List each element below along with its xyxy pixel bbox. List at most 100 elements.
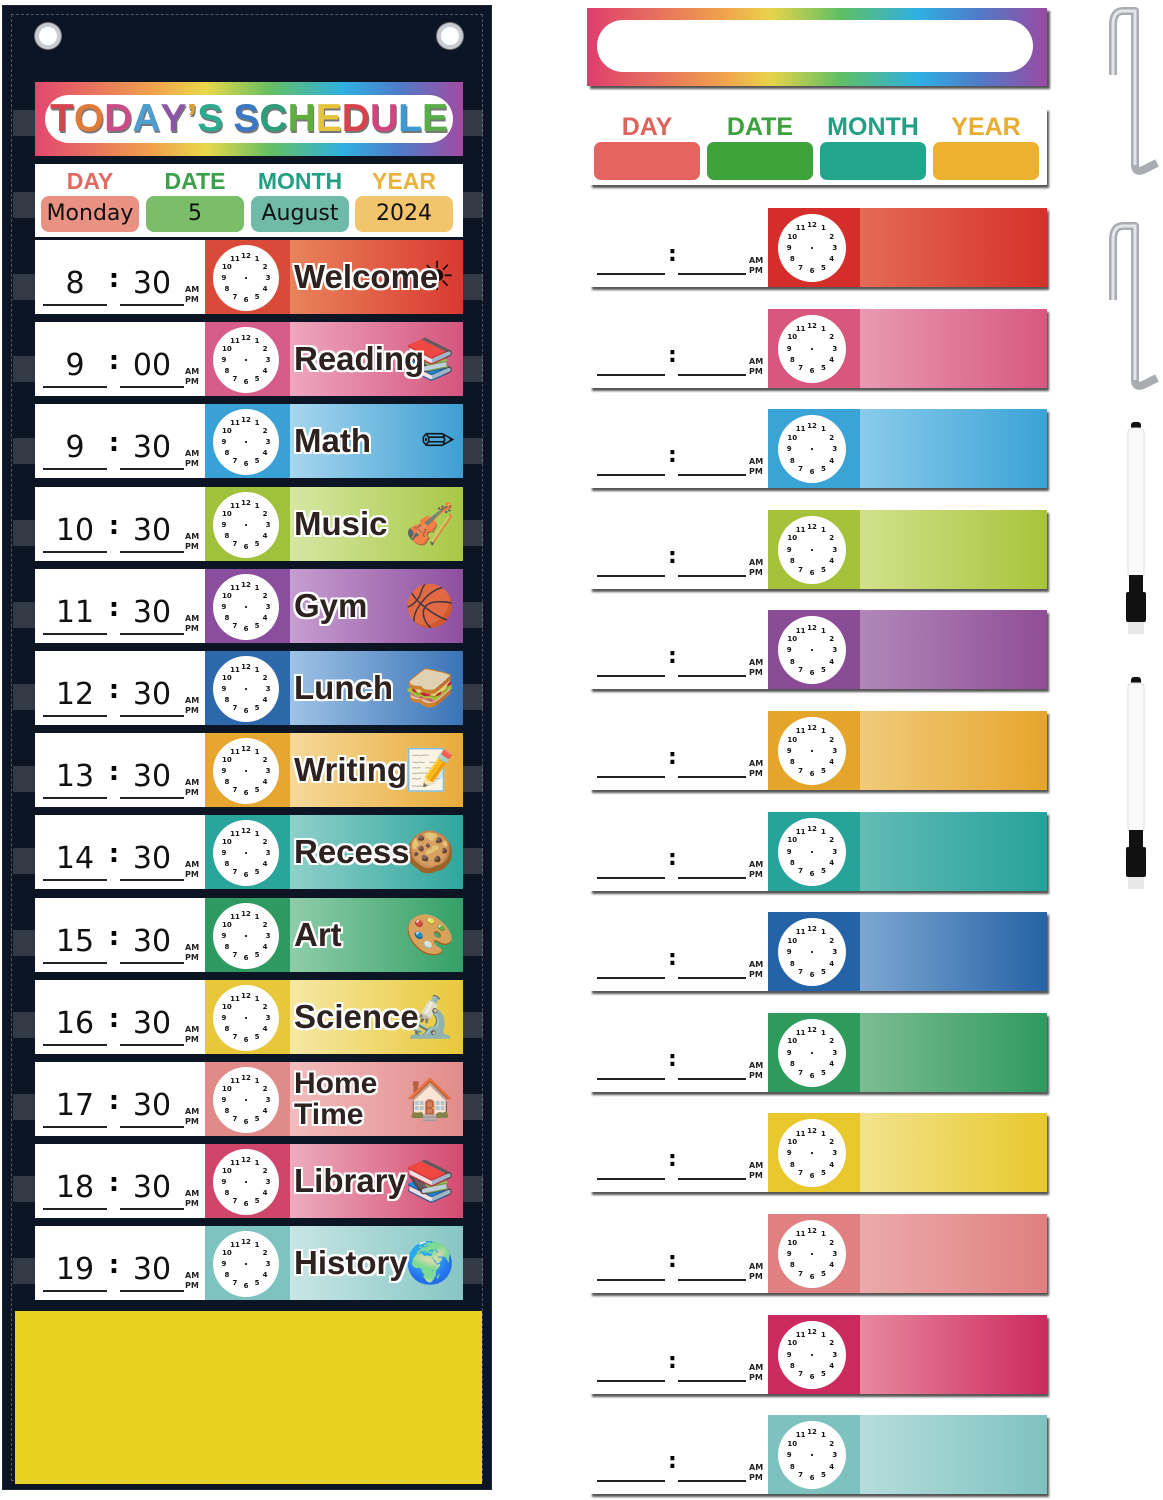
hour-blank-line[interactable] [597,1178,665,1181]
blank-date-box[interactable] [820,142,926,180]
hour-field[interactable]: 15 [43,920,107,964]
minute-blank-line[interactable] [678,876,746,879]
schedule-row[interactable]: 14:30 AM PM 12 1 2 3 4 5 6 7 8 9 10 11 🍪 Recess [35,815,463,890]
minute-blank-line[interactable] [678,474,746,477]
hour-blank-line[interactable] [597,876,665,879]
blank-activity-field[interactable] [860,811,1047,891]
date-value[interactable]: 5 [146,196,244,232]
blank-activity-field[interactable] [860,1214,1047,1293]
blank-date-box[interactable] [933,142,1039,180]
blank-activity-field[interactable] [860,1113,1047,1193]
blank-schedule-strip[interactable]: : AM PM 12 1 2 3 4 5 6 7 8 9 10 11 [590,912,1047,992]
minute-blank-line[interactable] [678,273,746,275]
minute-field[interactable]: 30 [120,1166,184,1211]
hour-field[interactable]: 9 [43,344,107,389]
minute-blank-line[interactable] [678,977,746,980]
blank-schedule-strip[interactable]: : AM PM 12 1 2 3 4 5 6 7 8 9 10 11 [590,1415,1047,1495]
minute-field[interactable]: 30 [120,1248,184,1293]
hour-field[interactable]: 10 [43,509,107,553]
minute-field[interactable]: 30 [120,262,184,306]
blank-activity-field[interactable] [860,610,1047,690]
hour-field[interactable]: 18 [43,1166,107,1211]
date-value[interactable]: Monday [41,196,139,232]
hour-blank-line[interactable] [597,373,665,376]
blank-schedule-strip[interactable]: : AM PM 12 1 2 3 4 5 6 7 8 9 10 11 [590,811,1047,891]
schedule-row[interactable]: 16:30 AM PM 12 1 2 3 4 5 6 7 8 9 10 11 🔬 Science [35,979,463,1054]
minute-blank-line[interactable] [678,1279,746,1281]
schedule-row[interactable]: 18:30 AM PM 12 1 2 3 4 5 6 7 8 9 10 11 📚 Library [35,1144,463,1219]
hour-blank-line[interactable] [597,1379,665,1382]
schedule-row[interactable]: 10:30 AM PM 12 1 2 3 4 5 6 7 8 9 10 11 🎻 Music [35,486,463,561]
blank-schedule-strip[interactable]: : AM PM 12 1 2 3 4 5 6 7 8 9 10 11 [590,1214,1047,1293]
blank-activity-field[interactable] [860,711,1047,790]
minute-field[interactable]: 00 [120,344,184,389]
blank-schedule-strip[interactable]: : AM PM 12 1 2 3 4 5 6 7 8 9 10 11 [590,1314,1047,1394]
date-value[interactable]: 2024 [355,196,453,232]
schedule-row[interactable]: 9:30 AM PM 12 1 2 3 4 5 6 7 8 9 10 11 ✏ Math [35,404,463,479]
hour-blank-line[interactable] [597,776,665,778]
minute-blank-line[interactable] [678,1480,746,1483]
hour-field[interactable]: 19 [43,1248,107,1293]
minute-field[interactable]: 30 [120,591,184,635]
minute-field[interactable]: 30 [120,837,184,882]
minute-blank-line[interactable] [678,1379,746,1382]
blank-activity-field[interactable] [860,509,1047,589]
minute-blank-line[interactable] [678,373,746,376]
minute-field[interactable]: 30 [120,1002,184,1046]
blank-title-field[interactable] [597,20,1033,72]
blank-schedule-strip[interactable]: : AM PM 12 1 2 3 4 5 6 7 8 9 10 11 [590,1012,1047,1092]
minute-field[interactable]: 30 [120,920,184,964]
date-value[interactable]: August [251,196,349,232]
minute-blank-line[interactable] [678,1178,746,1181]
blank-activity-field[interactable] [860,409,1047,489]
blank-activity-field[interactable] [860,912,1047,992]
hour-field[interactable]: 8 [43,262,107,306]
minute-field[interactable]: 30 [120,755,184,800]
blank-schedule-strip[interactable]: : AM PM 12 1 2 3 4 5 6 7 8 9 10 11 [590,1113,1047,1193]
minute-blank-line[interactable] [678,1077,746,1080]
schedule-row[interactable]: 11:30 AM PM 12 1 2 3 4 5 6 7 8 9 10 11 🏀 Gym [35,568,463,643]
blank-activity-field[interactable] [860,208,1047,287]
hour-blank-line[interactable] [597,474,665,477]
minute-blank-line[interactable] [678,574,746,577]
minute-field[interactable]: 30 [120,673,184,717]
hour-field[interactable]: 11 [43,591,107,635]
hour-field[interactable]: 14 [43,837,107,882]
schedule-row[interactable]: 8:30 AM PM 12 1 2 3 4 5 6 7 8 9 10 11 ☀ Welcome [35,240,463,314]
minute-field[interactable]: 30 [120,1084,184,1128]
hour-field[interactable]: 12 [43,673,107,717]
blank-activity-field[interactable] [860,1415,1047,1495]
hour-blank-line[interactable] [597,675,665,678]
hour-blank-line[interactable] [597,977,665,980]
hour-field[interactable]: 16 [43,1002,107,1046]
hour-blank-line[interactable] [597,574,665,577]
blank-schedule-strip[interactable]: : AM PM 12 1 2 3 4 5 6 7 8 9 10 11 [590,711,1047,790]
blank-schedule-strip[interactable]: : AM PM 12 1 2 3 4 5 6 7 8 9 10 11 [590,409,1047,489]
blank-activity-field[interactable] [860,308,1047,388]
blank-activity-field[interactable] [860,1012,1047,1092]
hour-blank-line[interactable] [597,273,665,275]
minute-field[interactable]: 30 [120,509,184,553]
minute-field[interactable]: 30 [120,426,184,471]
hour-field[interactable]: 9 [43,426,107,471]
schedule-row[interactable]: 12:30 AM PM 12 1 2 3 4 5 6 7 8 9 10 11 🥪 Lunch [35,651,463,725]
blank-schedule-strip[interactable]: : AM PM 12 1 2 3 4 5 6 7 8 9 10 11 [590,208,1047,287]
schedule-row[interactable]: 19:30 AM PM 12 1 2 3 4 5 6 7 8 9 10 11 🌍 History [35,1226,463,1301]
blank-schedule-strip[interactable]: : AM PM 12 1 2 3 4 5 6 7 8 9 10 11 [590,610,1047,690]
blank-schedule-strip[interactable]: : AM PM 12 1 2 3 4 5 6 7 8 9 10 11 [590,308,1047,388]
hour-blank-line[interactable] [597,1279,665,1281]
schedule-row[interactable]: 9:00 AM PM 12 1 2 3 4 5 6 7 8 9 10 11 📚 Reading [35,322,463,397]
blank-activity-field[interactable] [860,1314,1047,1394]
schedule-row[interactable]: 15:30 AM PM 12 1 2 3 4 5 6 7 8 9 10 11 🎨 Art [35,897,463,972]
blank-date-box[interactable] [594,142,700,180]
blank-schedule-strip[interactable]: : AM PM 12 1 2 3 4 5 6 7 8 9 10 11 [590,509,1047,589]
schedule-row[interactable]: 13:30 AM PM 12 1 2 3 4 5 6 7 8 9 10 11 📝 Writing [35,733,463,808]
minute-blank-line[interactable] [678,675,746,678]
hour-blank-line[interactable] [597,1480,665,1483]
hour-field[interactable]: 13 [43,755,107,800]
hour-blank-line[interactable] [597,1077,665,1080]
minute-blank-line[interactable] [678,776,746,778]
schedule-row[interactable]: 17:30 AM PM 12 1 2 3 4 5 6 7 8 9 10 11 🏠 Home Time [35,1062,463,1136]
blank-date-box[interactable] [707,142,813,180]
hour-field[interactable]: 17 [43,1084,107,1128]
